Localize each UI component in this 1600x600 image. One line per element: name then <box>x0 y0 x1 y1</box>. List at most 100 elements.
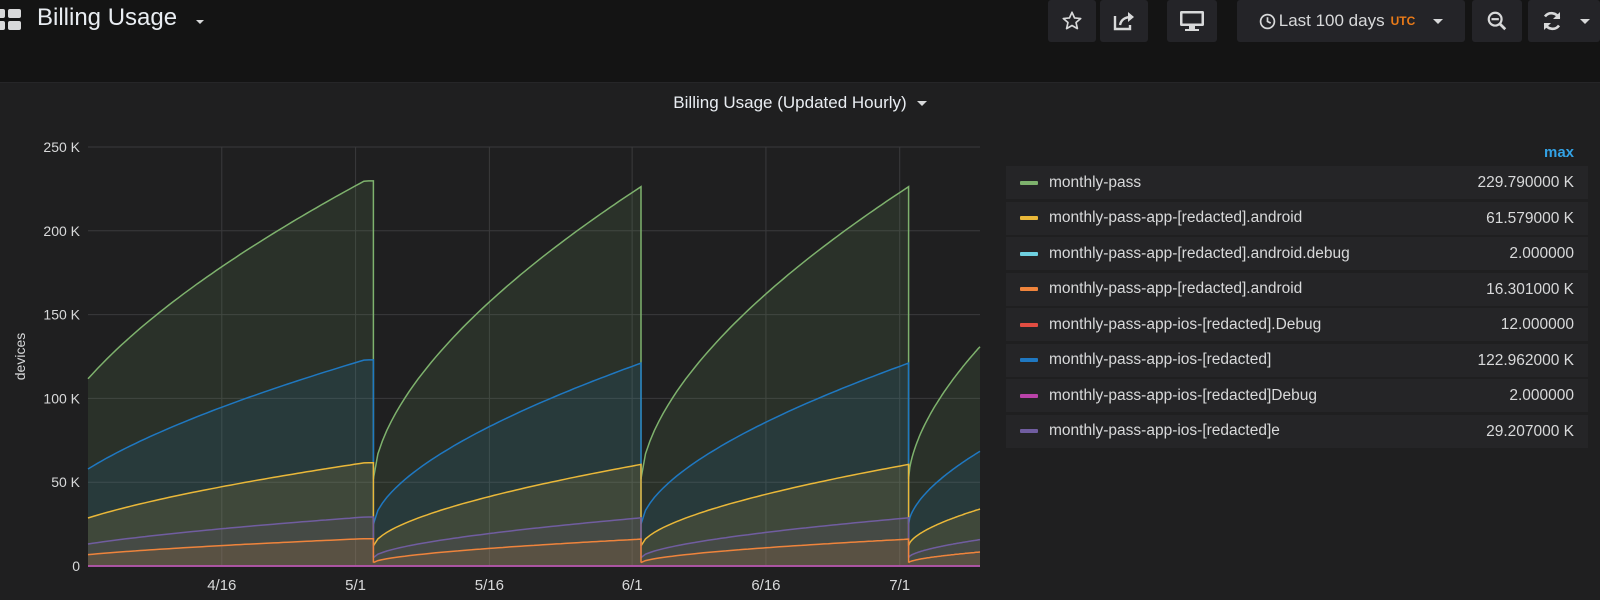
dashboard-grid-icon[interactable] <box>0 9 22 31</box>
legend-series-name: monthly-pass-app-[redacted].android <box>1049 209 1303 226</box>
series-line <box>640 185 910 479</box>
y-tick-label: 50 K <box>51 474 80 490</box>
zoom-out-icon <box>1487 11 1507 31</box>
series-line <box>87 537 375 563</box>
series-1 <box>87 359 981 566</box>
timezone-badge: UTC <box>1390 14 1416 28</box>
x-tick-label: 6/16 <box>751 577 780 594</box>
legend-series-name: monthly-pass-app-[redacted].android.debu… <box>1049 244 1350 262</box>
legend-max-value: 16.301000 K <box>1486 280 1574 298</box>
series-area <box>88 180 374 566</box>
series-area <box>373 517 641 566</box>
legend-color-swatch[interactable] <box>1020 429 1038 433</box>
legend-color-swatch[interactable] <box>1020 251 1038 256</box>
legend-item[interactable]: monthly-pass-app-[redacted].android 61.57… <box>1006 201 1588 235</box>
legend-color-swatch[interactable] <box>1020 287 1038 291</box>
legend-max-value: 61.579000 K <box>1486 209 1574 227</box>
panel-title[interactable]: Billing Usage (Updated Hourly) <box>0 93 1600 113</box>
series-area <box>641 186 909 566</box>
legend-max-value: 29.207000 K <box>1486 422 1574 440</box>
legend-series-name: monthly-pass <box>1049 173 1142 191</box>
time-range-label: Last 100 days <box>1278 11 1385 30</box>
series-area <box>641 363 909 566</box>
legend-item[interactable]: monthly-pass-app-ios-[redacted]e 29.20700… <box>1006 414 1588 448</box>
series-area <box>908 346 980 566</box>
series-area <box>373 539 641 566</box>
series-area <box>908 451 980 566</box>
series-area <box>88 462 374 566</box>
series-3 <box>87 516 981 566</box>
series-4 <box>87 537 981 566</box>
y-tick-label: 250 K <box>43 139 80 155</box>
legend-max-value: 2.000000 <box>1509 245 1574 262</box>
legend-item[interactable]: monthly-pass-app-[redacted].android 16.30… <box>1006 272 1588 306</box>
series-line <box>907 450 981 525</box>
series-line <box>908 551 981 564</box>
series-line <box>87 516 375 558</box>
legend-color-swatch[interactable] <box>1020 216 1038 220</box>
legend-series-name: monthly-pass-app-ios-[redacted] <box>1049 351 1272 368</box>
series-area <box>641 539 909 566</box>
legend-item[interactable]: monthly-pass 229.790000 K <box>1006 166 1588 199</box>
clock-icon <box>1259 13 1275 29</box>
legend-item[interactable]: monthly-pass-app-ios-[redacted].Debug 12.… <box>1006 308 1588 341</box>
dashboard-title[interactable]: Billing Usage <box>37 4 178 31</box>
legend-max-header[interactable]: max <box>1544 144 1575 161</box>
legend-series-name: monthly-pass-app-ios-[redacted]Debug <box>1049 386 1317 404</box>
zoom-out-button[interactable] <box>1472 0 1522 42</box>
panel-title-text: Billing Usage (Updated Hourly) <box>673 93 907 112</box>
series-line <box>87 462 375 546</box>
series-area <box>908 509 980 566</box>
series-line <box>372 362 642 525</box>
refresh-button[interactable] <box>1528 0 1600 42</box>
star-button[interactable] <box>1048 0 1096 42</box>
series-line <box>372 463 642 547</box>
series-line <box>640 362 910 525</box>
dashboard-navbar: Billing Usage Last 100 days UTC <box>0 0 1600 83</box>
series-line <box>640 463 910 547</box>
legend-item[interactable]: monthly-pass-app-ios-[redacted] 122.96200… <box>1006 343 1588 377</box>
tv-mode-button[interactable] <box>1167 0 1217 42</box>
y-tick-label: 0 <box>72 558 80 574</box>
refresh-icon <box>1543 11 1561 31</box>
series-area <box>641 517 909 566</box>
legend-color-swatch[interactable] <box>1020 180 1038 185</box>
series-area <box>908 539 980 566</box>
legend-color-swatch[interactable] <box>1020 393 1038 398</box>
series-line <box>87 359 375 525</box>
y-tick-label: 100 K <box>43 390 80 406</box>
legend-color-swatch[interactable] <box>1020 322 1038 327</box>
series-line <box>372 185 642 479</box>
legend-max-value: 2.000000 <box>1509 387 1574 404</box>
legend-max-value: 229.790000 K <box>1477 174 1574 191</box>
legend-series-name: monthly-pass-app-[redacted].android <box>1049 280 1303 297</box>
share-button[interactable] <box>1100 0 1148 42</box>
legend-series-name: monthly-pass-app-ios-[redacted]e <box>1049 422 1280 439</box>
monitor-icon <box>1180 11 1204 31</box>
y-axis-label: devices <box>12 333 28 380</box>
graph-panel: Billing Usage (Updated Hourly) 0 50 K 100 … <box>0 83 1600 600</box>
series-line <box>908 538 981 559</box>
x-tick-label: 7/1 <box>889 577 910 594</box>
series-area <box>88 538 374 566</box>
legend-series-name: monthly-pass-app-ios-[redacted].Debug <box>1049 315 1322 333</box>
series-area <box>88 517 374 566</box>
share-icon <box>1113 12 1134 31</box>
series-line <box>907 346 981 479</box>
chevron-down-icon[interactable] <box>196 20 204 24</box>
legend-item[interactable]: monthly-pass-app-[redacted].android.debu… <box>1006 237 1588 270</box>
legend-max-value: 12.000000 <box>1500 316 1574 333</box>
star-icon <box>1062 11 1082 30</box>
x-tick-label: 5/16 <box>475 577 504 594</box>
time-range-picker[interactable]: Last 100 days UTC <box>1237 0 1465 42</box>
x-tick-label: 5/1 <box>345 577 366 594</box>
legend-color-swatch[interactable] <box>1020 358 1038 362</box>
graph-legend: monthly-pass 229.790000 K monthly-pass-app… <box>1006 166 1588 450</box>
x-tick-label: 4/16 <box>207 577 236 594</box>
series-area <box>373 186 641 566</box>
chevron-down-icon[interactable] <box>1580 18 1590 24</box>
series-area <box>373 363 641 566</box>
legend-item[interactable]: monthly-pass-app-ios-[redacted]Debug 2.00… <box>1006 379 1588 412</box>
y-tick-label: 150 K <box>43 307 80 323</box>
